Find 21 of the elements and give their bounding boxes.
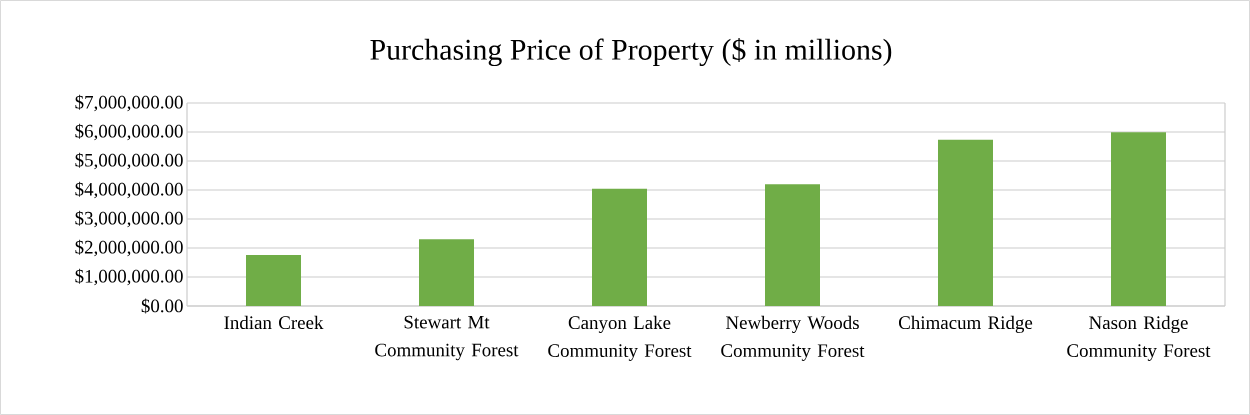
x-tick-label: Stewart Mt Community Forest: [375, 315, 519, 361]
x-tick-label: Nason Ridge Community Forest: [1067, 315, 1211, 361]
y-tick-label: $1,000,000.00: [75, 268, 183, 286]
bar: [1111, 132, 1166, 306]
y-tick-label: $2,000,000.00: [75, 239, 183, 257]
y-tick-label: $4,000,000.00: [75, 181, 183, 199]
bar: [419, 239, 475, 306]
bar: [246, 254, 302, 306]
x-tick-label: Newberry Woods Community Forest: [721, 315, 865, 361]
y-tick-label: $6,000,000.00: [75, 123, 183, 141]
y-tick-label: $3,000,000.00: [75, 210, 183, 228]
chart-title: Purchasing Price of Property ($ in millions): [370, 37, 892, 67]
x-tick-label: Indian Creek: [224, 315, 324, 330]
y-tick-label: $7,000,000.00: [75, 94, 183, 112]
x-tick-label: Chimacum Ridge: [898, 315, 1033, 333]
y-tick-label: $5,000,000.00: [75, 152, 183, 170]
x-tick-label: Canyon Lake Community Forest: [548, 315, 692, 361]
y-tick-label: $0.00: [141, 298, 183, 314]
bar: [938, 139, 993, 306]
bar: [592, 188, 647, 306]
bar: [765, 184, 820, 306]
